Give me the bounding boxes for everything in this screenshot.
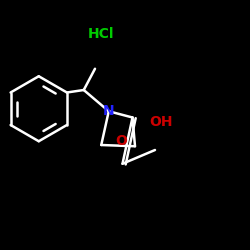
Text: N: N xyxy=(103,104,115,118)
Text: HCl: HCl xyxy=(88,27,115,41)
Text: OH: OH xyxy=(150,116,173,130)
Text: O: O xyxy=(115,134,127,148)
